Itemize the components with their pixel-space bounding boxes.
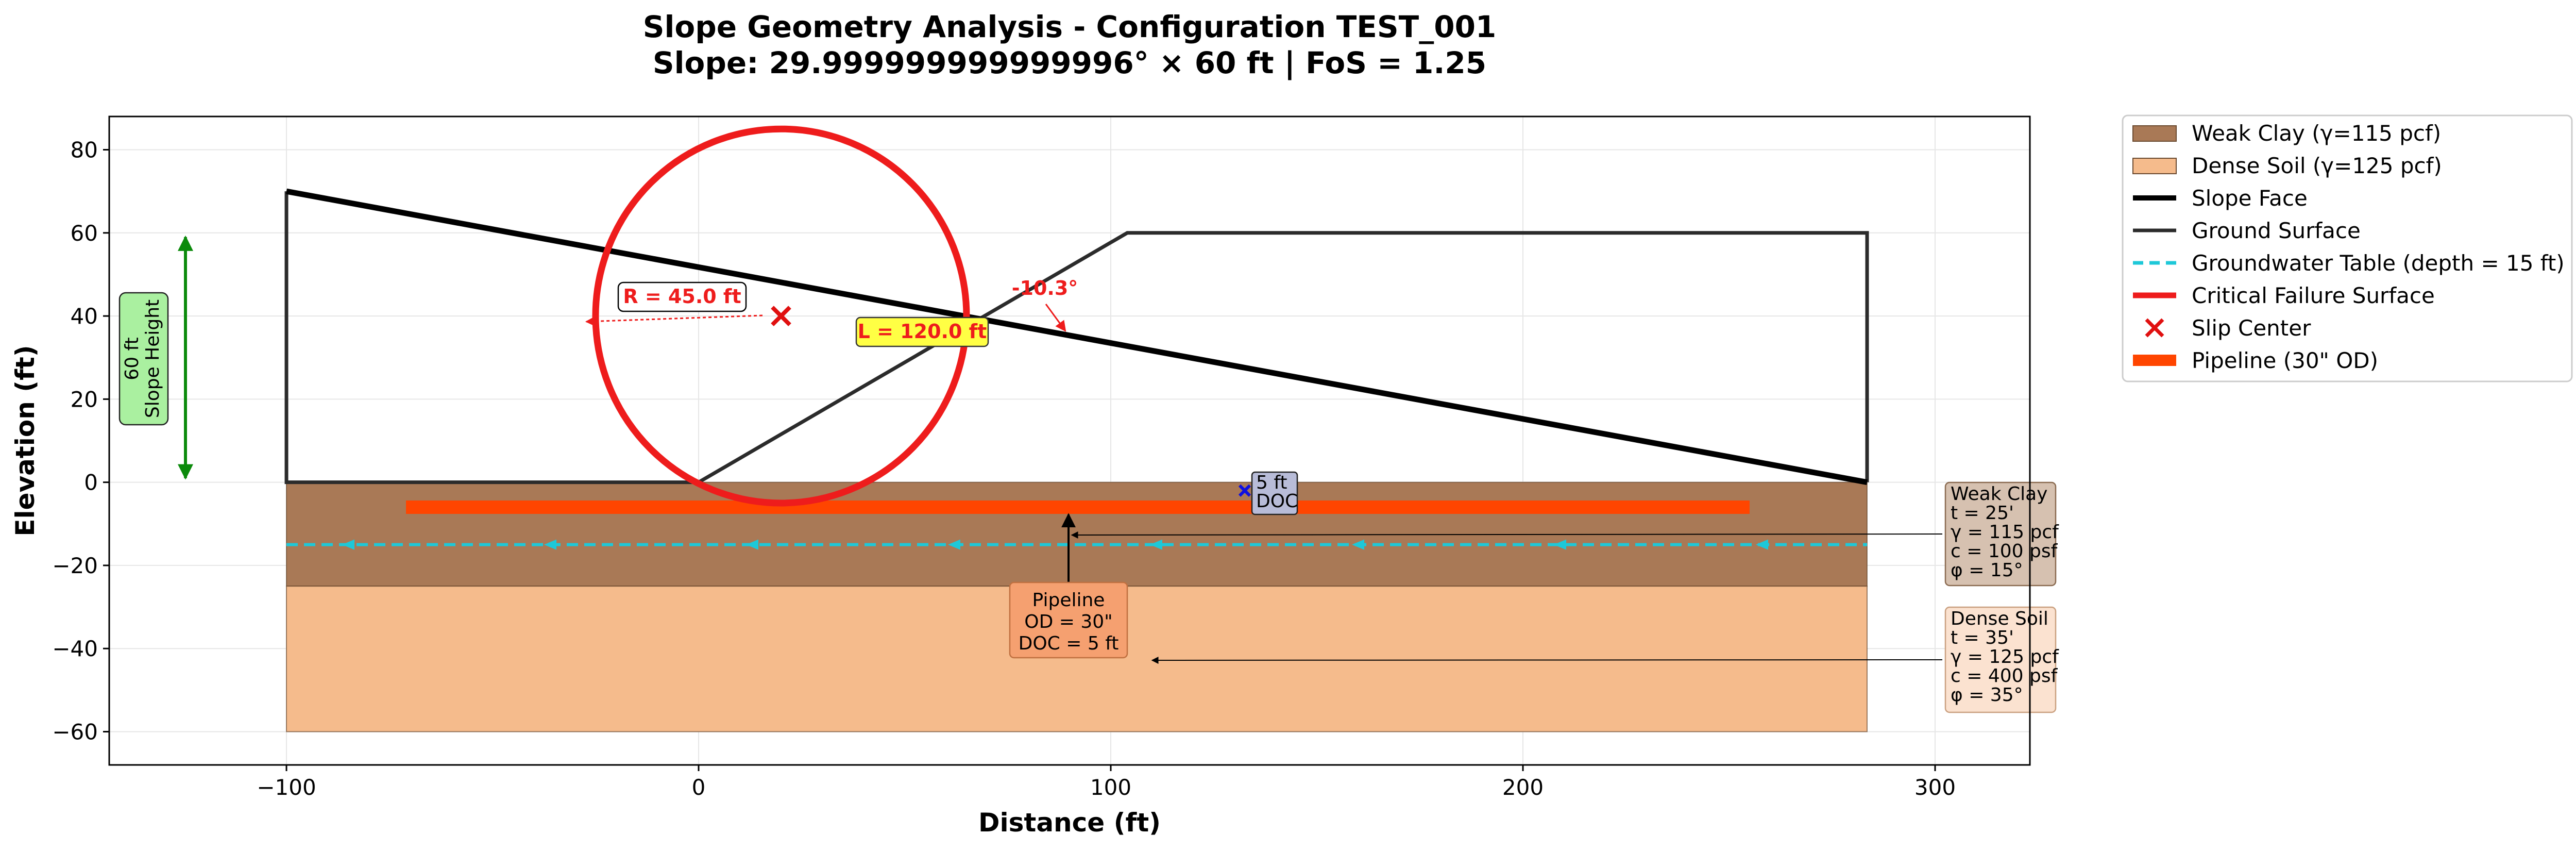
weak-clay-info-line: t = 25'	[1951, 503, 2014, 524]
doc-label-box	[1251, 471, 1298, 515]
legend-box	[2122, 114, 2573, 382]
legend-swatch	[2145, 318, 2164, 338]
dense-soil-info-line: Dense Soil	[1951, 608, 2048, 629]
angle-leader	[1045, 304, 1066, 332]
y-tick-label: −60	[52, 719, 98, 744]
groundwater-flow-arrow	[1150, 539, 1162, 550]
legend-swatch	[2132, 125, 2177, 142]
y-tick-label: −40	[52, 636, 98, 661]
groundwater-flow-arrow	[1756, 539, 1768, 550]
doc-label-line: DOC	[1256, 491, 1298, 512]
angle-label: -10.3°	[1012, 277, 1078, 299]
weak-clay-info-line: γ = 115 pcf	[1951, 522, 2059, 543]
weak-clay-info-line: φ = 15°	[1951, 560, 2023, 581]
legend-label: Dense Soil (γ=125 pcf)	[2192, 153, 2442, 178]
length-label: L = 120.0 ft	[858, 320, 987, 343]
dense-soil-info-box	[1944, 606, 2057, 713]
legend-label: Slip Center	[2192, 315, 2311, 341]
radius-label: R = 45.0 ft	[623, 285, 741, 308]
doc-label-line: 5 ft	[1256, 472, 1287, 493]
groundwater-flow-arrow	[948, 539, 960, 550]
pipeline-label-line: DOC = 5 ft	[1019, 633, 1119, 654]
radius-leader	[585, 314, 763, 327]
plot-annotations: R = 45.0 ft L = 120.0 ft -10.3° 60 ft Slope …	[118, 235, 2059, 713]
legend-label: Slope Face	[2192, 186, 2308, 211]
chart-title: Slope Geometry Analysis - Configuration …	[643, 9, 1497, 44]
slope-height-label-box	[118, 292, 169, 426]
x-tick-label: 200	[1502, 775, 1544, 800]
legend: Weak Clay (γ=115 pcf) Dense Soil (γ=125 p…	[2122, 114, 2573, 382]
weak-clay-info-box	[1944, 481, 2057, 587]
legend-label: Pipeline (30" OD)	[2192, 348, 2378, 373]
weak-clay-info-line: c = 100 psf	[1951, 541, 2058, 562]
groundwater-flow-arrow	[544, 539, 556, 550]
chart-subtitle: Slope: 29.999999999999996° × 60 ft | FoS…	[653, 45, 1486, 80]
y-tick-label: 20	[71, 387, 98, 412]
pipeline-label-line: OD = 30"	[1024, 611, 1112, 632]
dense-soil-info-line: t = 35'	[1951, 627, 2014, 648]
length-label-box	[855, 316, 989, 347]
legend-label: Ground Surface	[2192, 218, 2361, 243]
axis-ticks: −100 0 100 200 300 −60 −40 −20 0 20 40 60 80	[52, 138, 1956, 800]
dense-soil-info-line: φ = 35°	[1951, 685, 2023, 706]
dense-soil-info-line: c = 400 psf	[1951, 665, 2058, 687]
x-tick-label: 0	[692, 775, 706, 800]
x-tick-label: 100	[1090, 775, 1131, 800]
y-tick-label: 0	[84, 470, 98, 495]
slope-height-label-line2: Slope Height	[142, 299, 163, 418]
x-tick-label: −100	[257, 775, 316, 800]
pipeline-label-box	[1009, 581, 1128, 659]
groundwater-flow-arrow	[342, 539, 354, 550]
weak-clay-info-line: Weak Clay	[1951, 483, 2048, 505]
x-axis-label: Distance (ft)	[978, 808, 1161, 838]
doc-marker	[1238, 484, 1251, 497]
groundwater-flow-arrow	[1554, 539, 1566, 550]
groundwater-flow-arrow	[1352, 539, 1364, 550]
ground-surface-line	[284, 191, 1869, 485]
groundwater-flow-arrow	[746, 539, 758, 550]
slip-center-marker	[771, 306, 791, 326]
y-tick-label: 60	[71, 221, 98, 246]
legend-label: Critical Failure Surface	[2192, 283, 2435, 308]
y-tick-label: 40	[71, 304, 98, 329]
radius-label-box	[617, 281, 747, 312]
x-tick-label: 300	[1914, 775, 1956, 800]
weak-clay-leader	[1071, 531, 1943, 539]
legend-swatch	[2132, 158, 2177, 174]
legend-label: Weak Clay (γ=115 pcf)	[2192, 121, 2441, 146]
y-tick-label: −20	[52, 553, 98, 578]
slope-face-line	[286, 188, 1868, 486]
y-axis-label: Elevation (ft)	[10, 345, 40, 536]
plot-frame	[108, 115, 2031, 766]
dense-soil-info-line: γ = 125 pcf	[1951, 646, 2059, 668]
slope-height-label-line1: 60 ft	[122, 337, 143, 380]
pipeline-label-line: Pipeline	[1032, 590, 1105, 611]
y-tick-label: 80	[71, 138, 98, 163]
legend-label: Groundwater Table (depth = 15 ft)	[2192, 251, 2565, 276]
